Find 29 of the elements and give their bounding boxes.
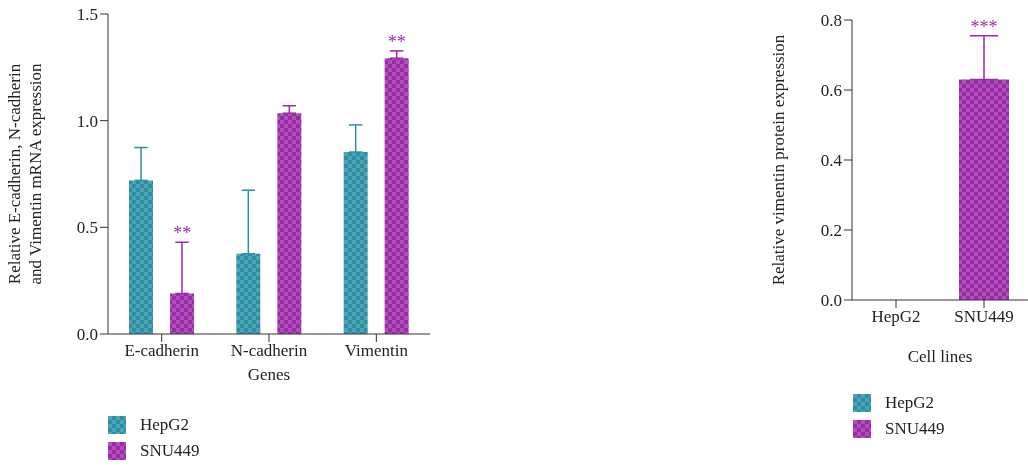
y-tick-label: 0.0 xyxy=(820,291,842,311)
x-tick-label: Vimentin xyxy=(344,341,409,361)
legend-label: HepG2 xyxy=(885,393,935,413)
y-tick-label: 0.8 xyxy=(820,11,842,31)
legend-label: SNU449 xyxy=(885,419,945,439)
x-axis-title: Genes xyxy=(247,365,291,384)
data-label: ** xyxy=(173,223,192,244)
legend-label: HepG2 xyxy=(140,415,190,435)
y-tick-label: 0.6 xyxy=(820,81,842,101)
bar xyxy=(236,253,261,334)
y-tick-label: 0.4 xyxy=(820,151,843,171)
bar xyxy=(277,113,302,334)
y-tick-label: 1.5 xyxy=(76,5,98,25)
bar xyxy=(170,293,194,334)
data-label: ** xyxy=(387,31,406,52)
bar xyxy=(343,152,368,334)
y-tick-label: 0.0 xyxy=(76,325,98,345)
x-tick-label: N-cadherin xyxy=(230,341,308,361)
y-axis-title: Relative E-cadherin, N-cadherin and Vimentin mRNA expression xyxy=(5,62,45,285)
legend-label: SNU449 xyxy=(140,441,200,461)
x-axis-title: Cell lines xyxy=(907,347,973,366)
y-tick-label: 0.2 xyxy=(820,221,842,241)
bar xyxy=(129,180,153,334)
bar xyxy=(384,58,409,334)
y-tick-label: 1.0 xyxy=(76,111,98,131)
x-tick-label: E-cadherin xyxy=(124,341,200,361)
y-tick-label: 0.5 xyxy=(76,218,98,238)
y-axis-title: Relative vimentin protein expression xyxy=(769,34,788,286)
data-label: *** xyxy=(970,16,998,37)
